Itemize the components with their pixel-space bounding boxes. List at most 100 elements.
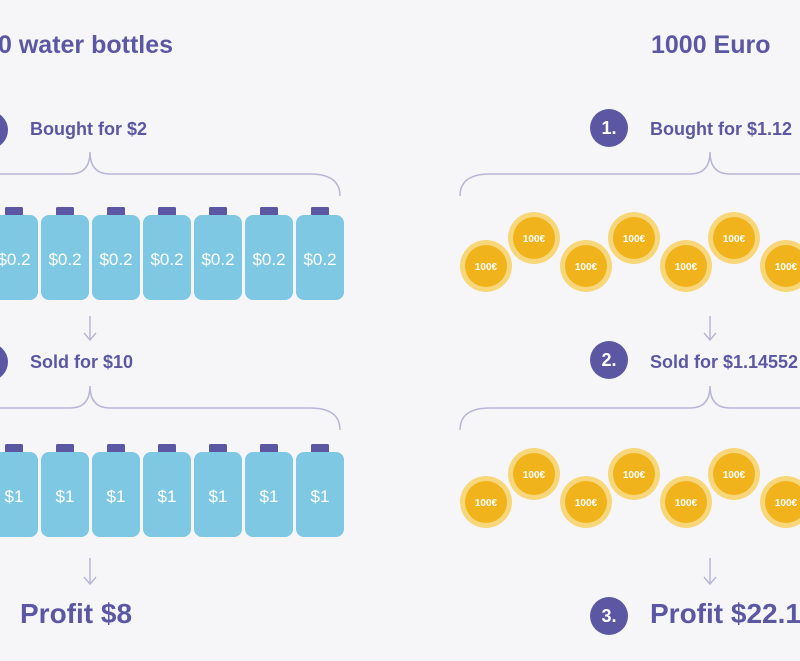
bottle-cap xyxy=(158,444,176,453)
bottle-cap xyxy=(260,207,278,216)
bottle-body xyxy=(92,215,140,300)
water-bottle: $0.2 xyxy=(0,207,38,300)
coin-face xyxy=(665,481,707,523)
coin-face xyxy=(713,453,755,495)
bottle-price-label: $0.2 xyxy=(303,250,336,269)
bottle-body xyxy=(245,215,293,300)
euro-coin: 100€ xyxy=(560,476,612,528)
bottle-price-label: $0.2 xyxy=(150,250,183,269)
euro-coin: 100€ xyxy=(708,212,760,264)
bottle-price-label: $0.2 xyxy=(252,250,285,269)
left-step2-badge: 2. xyxy=(0,343,8,381)
euro-coin: 100€ xyxy=(708,448,760,500)
coin-face xyxy=(565,245,607,287)
coin-value-label: 100€ xyxy=(675,498,698,509)
coin-value-label: 100€ xyxy=(523,234,546,245)
bottle-price-label: $0.2 xyxy=(201,250,234,269)
coin-face xyxy=(613,217,655,259)
bottle-cap xyxy=(5,444,23,453)
bottle-price-label: $1 xyxy=(209,487,228,506)
bottle-cap xyxy=(107,444,125,453)
right-arrow-down-1 xyxy=(703,316,717,342)
bottle-cap xyxy=(5,207,23,216)
coin-face xyxy=(765,245,800,287)
bottle-price-label: $1 xyxy=(158,487,177,506)
coin-face xyxy=(513,217,555,259)
euro-coin: 100€ xyxy=(460,476,512,528)
euro-coin: 100€ xyxy=(460,240,512,292)
euro-coin: 100€ xyxy=(508,448,560,500)
bottle-cap xyxy=(209,207,227,216)
bottle-cap xyxy=(311,207,329,216)
bottle-body xyxy=(41,215,89,300)
euro-coin: 100€ xyxy=(760,240,800,292)
bottle-price-label: $0.2 xyxy=(0,250,31,269)
coin-value-label: 100€ xyxy=(523,470,546,481)
bottle-body xyxy=(92,452,140,537)
bottle-body xyxy=(143,452,191,537)
bottle-price-label: $1 xyxy=(5,487,24,506)
water-bottle: $1 xyxy=(296,444,344,537)
bottle-cap xyxy=(209,444,227,453)
water-bottle: $0.2 xyxy=(92,207,140,300)
left-step1-label: Bought for $2 xyxy=(30,119,147,139)
right-step1-badge: 1. xyxy=(590,109,628,147)
coin-face xyxy=(613,453,655,495)
coin-value-label: 100€ xyxy=(623,234,646,245)
bottle-body xyxy=(194,452,242,537)
water-bottle: $0.2 xyxy=(245,207,293,300)
euro-coin: 100€ xyxy=(660,476,712,528)
bottle-body xyxy=(143,215,191,300)
bottle-price-label: $0.2 xyxy=(99,250,132,269)
bottle-body xyxy=(296,452,344,537)
coin-value-label: 100€ xyxy=(623,470,646,481)
coin-value-label: 100€ xyxy=(475,498,498,509)
bottle-body xyxy=(0,215,38,300)
coin-value-label: 100€ xyxy=(575,498,598,509)
water-bottle: $1 xyxy=(143,444,191,537)
coin-face xyxy=(513,453,555,495)
coin-value-label: 100€ xyxy=(475,262,498,273)
coin-face xyxy=(665,245,707,287)
coin-value-label: 100€ xyxy=(723,234,746,245)
right-step3-badge: 3. xyxy=(590,597,628,635)
bottle-price-label: $1 xyxy=(56,487,75,506)
bottle-cap xyxy=(158,207,176,216)
bottle-cap xyxy=(260,444,278,453)
right-title: 1000 Euro xyxy=(651,31,771,59)
water-bottle: $0.2 xyxy=(296,207,344,300)
euro-coin: 100€ xyxy=(608,212,660,264)
coin-face xyxy=(465,245,507,287)
coin-value-label: 100€ xyxy=(675,262,698,273)
water-bottle: $1 xyxy=(41,444,89,537)
bottle-price-label: $1 xyxy=(107,487,126,506)
left-bought-brace xyxy=(0,151,341,197)
coin-value-label: 100€ xyxy=(723,470,746,481)
left-arrow-down-2 xyxy=(83,558,97,586)
coin-value-label: 100€ xyxy=(775,498,798,509)
euro-coin: 100€ xyxy=(660,240,712,292)
water-bottle: $0.2 xyxy=(41,207,89,300)
bottle-price-label: $0.2 xyxy=(48,250,81,269)
coin-face xyxy=(765,481,800,523)
left-step2-label: Sold for $10 xyxy=(30,352,134,372)
bottle-price-label: $1 xyxy=(311,487,330,506)
bottle-cap xyxy=(56,207,74,216)
right-arrow-down-2 xyxy=(703,558,717,586)
right-profit: Profit $22.1 xyxy=(650,598,800,629)
right-sold-brace xyxy=(459,385,800,431)
bottle-cap xyxy=(107,207,125,216)
left-sold-brace xyxy=(0,385,341,431)
water-bottle: $1 xyxy=(0,444,38,537)
coin-face xyxy=(713,217,755,259)
bottle-price-label: $1 xyxy=(260,487,279,506)
left-title: 0 water bottles xyxy=(0,31,174,59)
euro-coin: 100€ xyxy=(508,212,560,264)
water-bottle: $1 xyxy=(194,444,242,537)
water-bottle: $1 xyxy=(245,444,293,537)
right-step2-badge: 2. xyxy=(590,341,628,379)
bottle-body xyxy=(245,452,293,537)
euro-coin: 100€ xyxy=(760,476,800,528)
bottle-cap xyxy=(56,444,74,453)
bottle-body xyxy=(41,452,89,537)
